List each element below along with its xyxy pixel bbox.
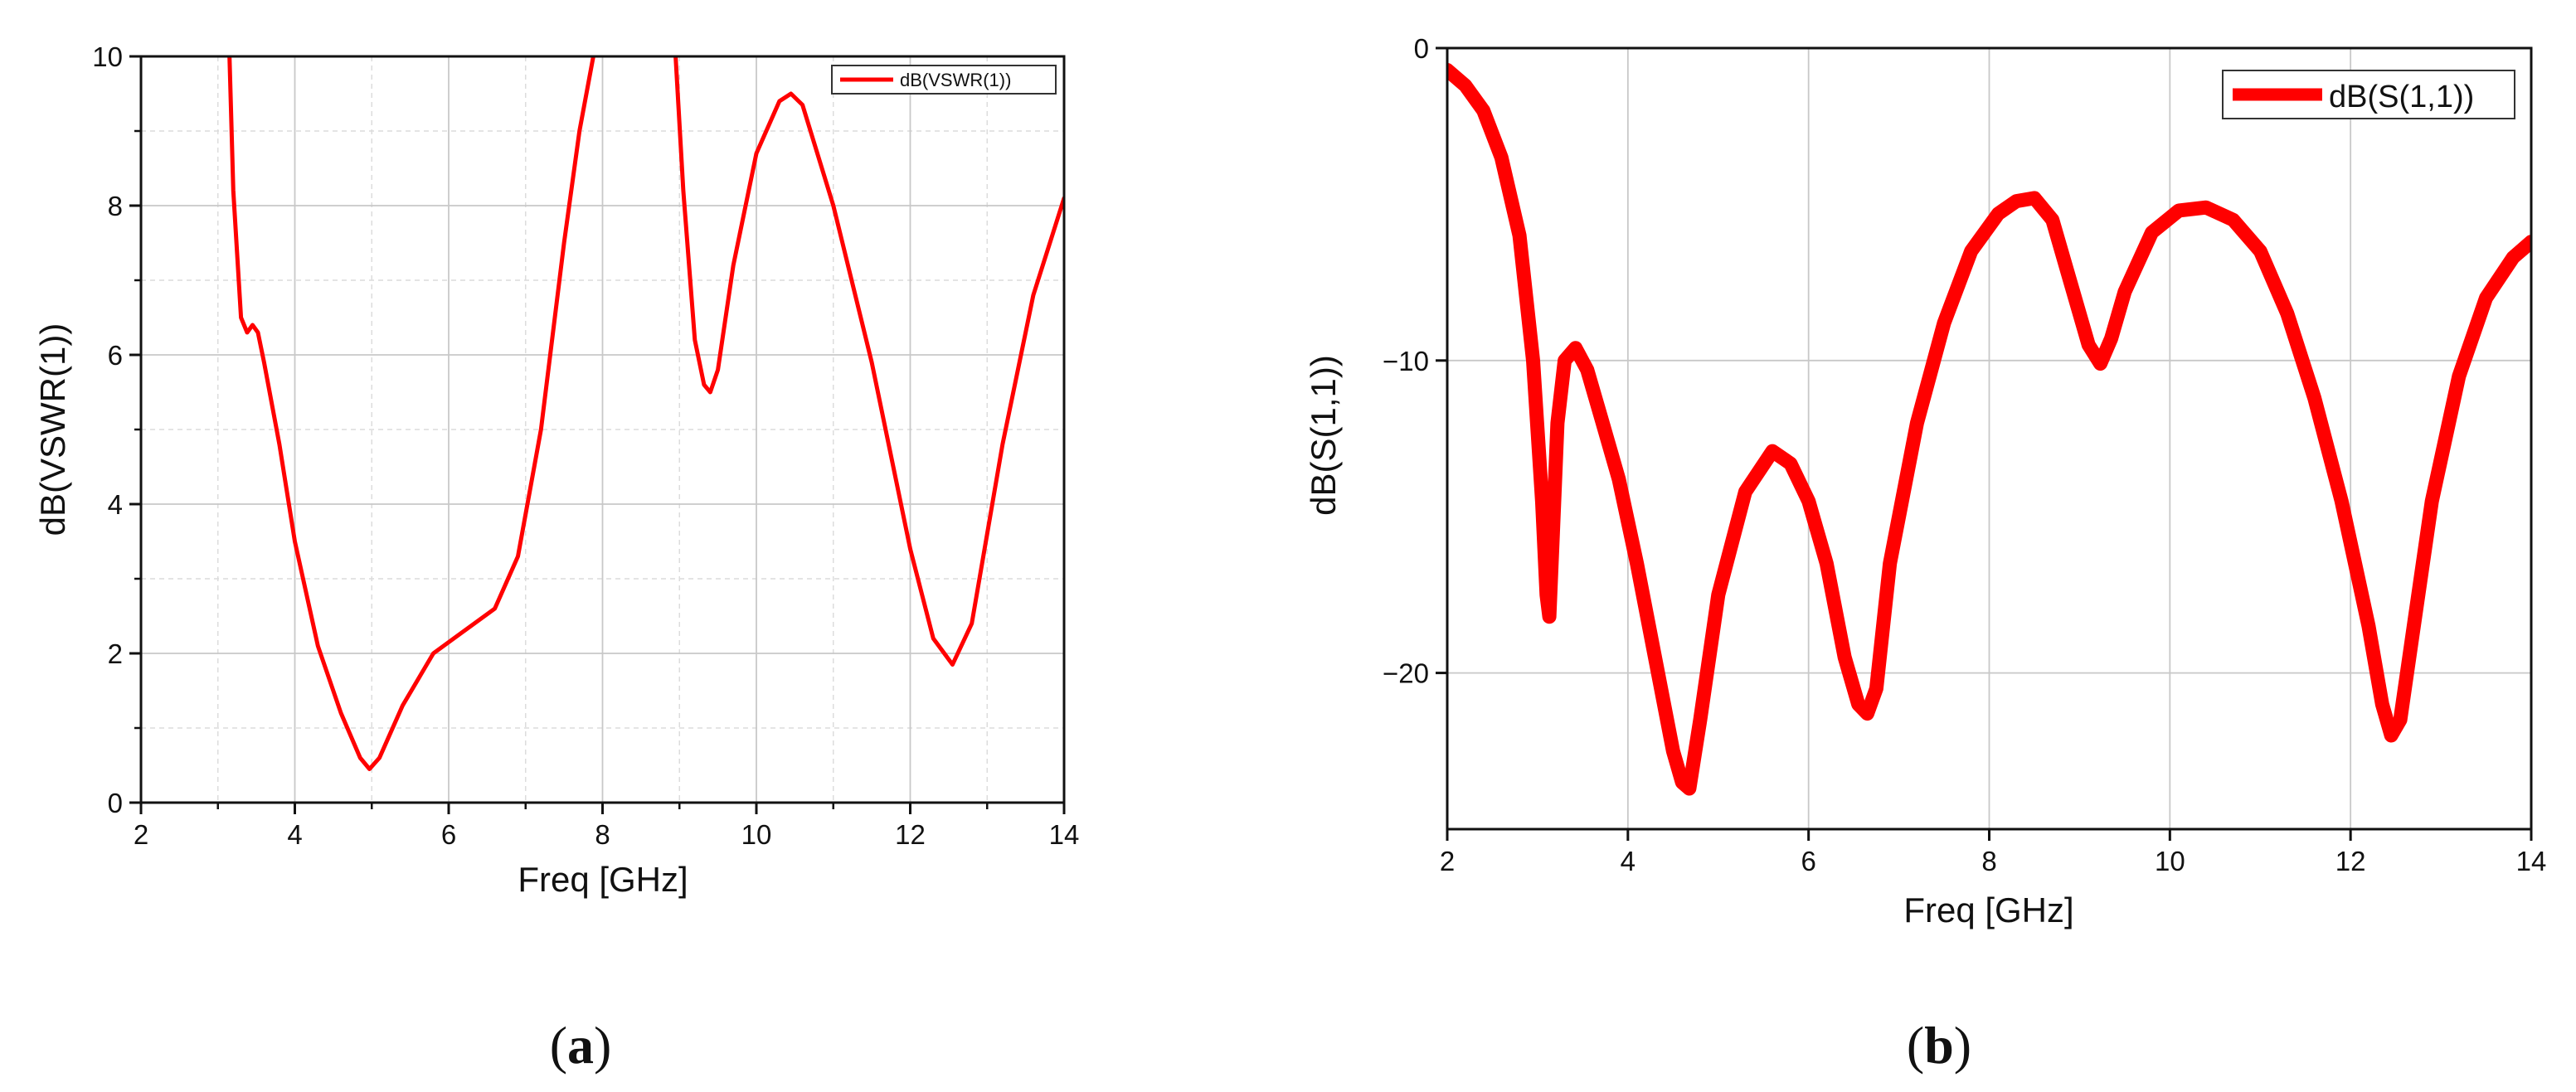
chart-b-series-line-1 — [1447, 62, 2531, 796]
chart-b-x-tick-label: 10 — [2155, 846, 2185, 876]
chart-b-x-tick-label: 6 — [1801, 846, 1815, 876]
chart-b-y-tick-label: 0 — [1414, 33, 1429, 64]
chart-a-x-tick-label: 6 — [441, 819, 456, 850]
chart-b-x-tick-label: 12 — [2335, 846, 2366, 876]
chart-b-x-axis-title: Freq [GHz] — [1903, 891, 2073, 929]
chart-b-x-tick-label: 14 — [2516, 846, 2547, 876]
chart-panel-b: 2 4 6 8 10 12 14 0 −10 −20 Freq [GHz] dB(S(1,1)) dB(… — [1304, 33, 2546, 1075]
chart-a-series-line-1 — [227, 56, 595, 771]
chart-a-x-tick-label: 8 — [595, 819, 610, 850]
chart-b-y-axis-title: dB(S(1,1)) — [1304, 355, 1343, 516]
chart-b-y-tick-label: −10 — [1383, 346, 1429, 376]
chart-a-y-tick-label: 2 — [108, 638, 123, 669]
chart-b-x-tick-label: 4 — [1621, 846, 1636, 876]
chart-a-y-tick-label: 6 — [108, 340, 123, 371]
chart-b-panel-label: (b) — [1907, 1016, 1971, 1075]
chart-a-x-tick-label: 4 — [287, 819, 302, 850]
chart-a-y-axis-title: dB(VSWR(1)) — [33, 323, 72, 536]
chart-a-x-tick-label: 10 — [741, 819, 772, 850]
chart-b-y-tick-label: −20 — [1383, 658, 1429, 689]
chart-a-y-tick-label: 10 — [92, 41, 123, 72]
chart-a-x-tick-label: 12 — [895, 819, 926, 850]
chart-b-x-tick-label: 8 — [1981, 846, 1996, 876]
chart-a-legend-box — [831, 65, 1057, 95]
chart-b-legend-label: dB(S(1,1)) — [2329, 80, 2474, 114]
chart-a-panel-label: (a) — [550, 1016, 612, 1075]
chart-a-legend-label: dB(VSWR(1)) — [900, 70, 1011, 90]
chart-b-x-tick-label: 2 — [1440, 846, 1455, 876]
chart-a-y-tick-label: 0 — [108, 788, 123, 818]
chart-a-x-axis-title: Freq [GHz] — [518, 860, 688, 899]
chart-a-series-line-2 — [673, 56, 1064, 667]
chart-a-x-tick-label: 14 — [1049, 819, 1080, 850]
chart-a-y-tick-label: 4 — [108, 489, 123, 520]
chart-a-y-tick-label: 8 — [108, 191, 123, 221]
chart-a-x-tick-label: 2 — [134, 819, 148, 850]
